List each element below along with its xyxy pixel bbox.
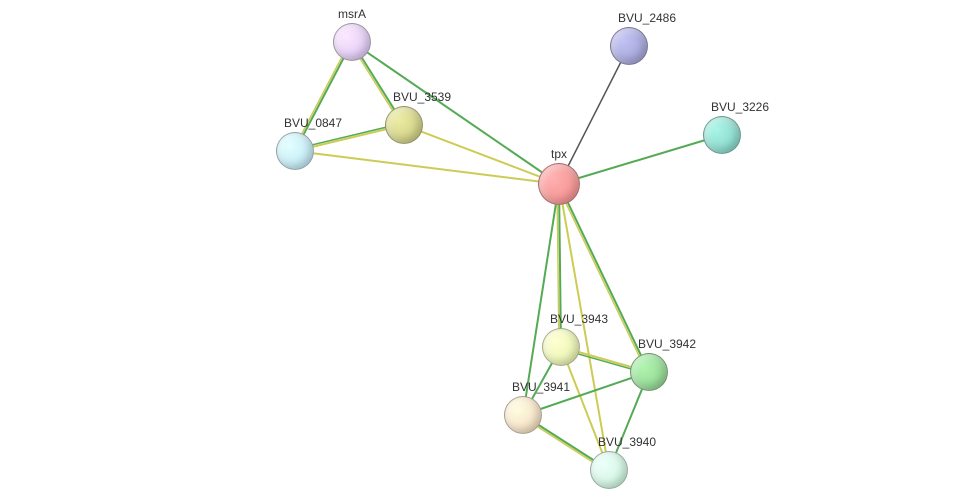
network-node-BVU_2486[interactable] xyxy=(610,27,648,65)
network-node-BVU_0847[interactable] xyxy=(276,132,314,170)
network-node-BVU_3942[interactable] xyxy=(630,353,668,391)
network-node-BVU_3226[interactable] xyxy=(703,116,741,154)
network-node-BVU_3943[interactable] xyxy=(542,328,580,366)
network-edge xyxy=(559,46,629,184)
network-edges xyxy=(0,0,976,504)
network-node-tpx[interactable] xyxy=(538,163,580,205)
network-diagram: msrABVU_2486BVU_3539BVU_0847BVU_3226tpxB… xyxy=(0,0,976,504)
network-node-BVU_3539[interactable] xyxy=(385,106,423,144)
network-node-BVU_3940[interactable] xyxy=(590,451,628,489)
network-node-msrA[interactable] xyxy=(333,23,371,61)
network-edge xyxy=(523,184,559,415)
network-edge xyxy=(559,135,722,184)
network-edge xyxy=(559,184,609,470)
network-node-BVU_3941[interactable] xyxy=(504,396,542,434)
